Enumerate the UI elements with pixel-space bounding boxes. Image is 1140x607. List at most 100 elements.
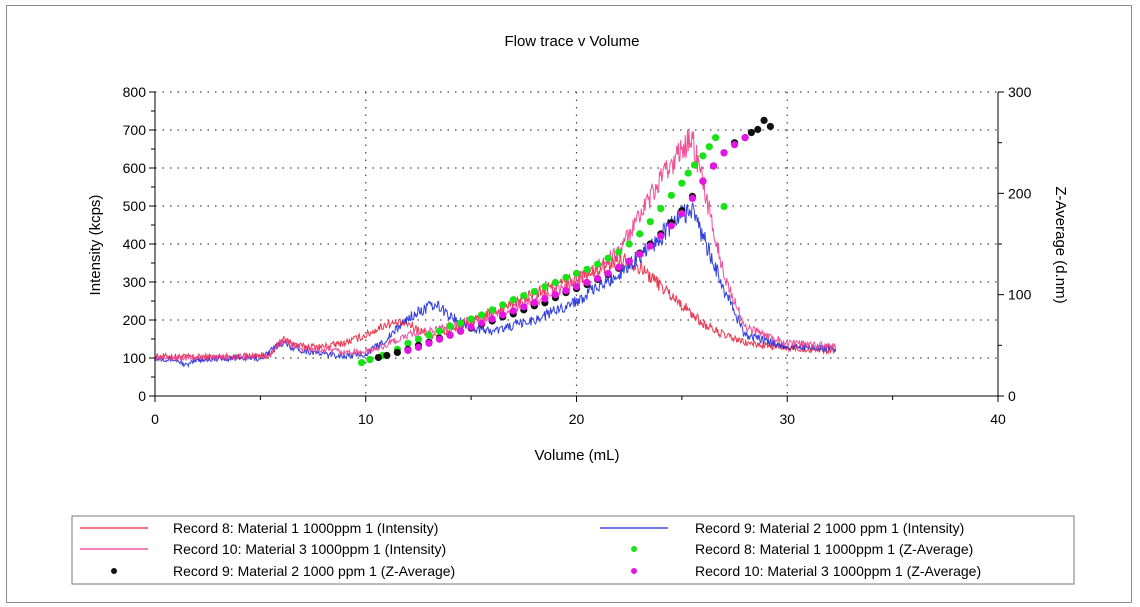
y-right-tick-label: 200 (1008, 185, 1032, 201)
x-tick-label: 20 (569, 411, 585, 427)
y-left-tick-label: 400 (123, 236, 147, 252)
z-average-point (688, 194, 697, 202)
z-average-point (467, 323, 475, 331)
z-average-point (383, 351, 391, 360)
z-average-point (499, 311, 507, 319)
y-right-tick-label: 0 (1008, 388, 1016, 404)
z-average-point (520, 303, 528, 311)
z-average-point (678, 210, 686, 218)
z-average-point (625, 240, 633, 248)
legend-dot-swatch (631, 546, 637, 552)
y-right-tick-label: 300 (1008, 84, 1032, 100)
legend-dot-swatch (631, 568, 637, 574)
z-average-point (425, 339, 433, 347)
z-average-point (699, 177, 707, 185)
z-average-point (530, 299, 538, 307)
z-average-point (467, 315, 475, 323)
z-average-point (478, 311, 486, 319)
z-average-point (741, 134, 749, 142)
z-average-point (667, 222, 675, 230)
y-left-tick-label: 200 (123, 312, 147, 328)
z-average-point (615, 263, 623, 271)
z-average-point (684, 169, 692, 177)
z-average-point (760, 116, 768, 124)
y-left-tick-label: 600 (123, 160, 147, 176)
z-average-point (754, 125, 762, 134)
z-average-point (711, 134, 720, 142)
x-tick-label: 30 (779, 411, 795, 427)
z-average-point (488, 315, 496, 323)
z-average-point (509, 296, 517, 304)
chart-title: Flow trace v Volume (504, 33, 639, 50)
z-average-point (636, 250, 644, 258)
z-average-point (690, 161, 699, 169)
legend-label: Record 9: Material 2 1000 ppm 1 (Z-Avera… (173, 563, 455, 579)
z-average-point (366, 355, 374, 364)
z-average-point (593, 260, 602, 268)
grid-lines (155, 91, 998, 396)
z-average-point (720, 202, 728, 211)
z-average-point (657, 204, 665, 213)
z-average-point (551, 291, 560, 299)
z-average-point (720, 149, 728, 157)
y-left-tick-label: 700 (123, 122, 147, 138)
z-average-point (604, 269, 612, 277)
y-left-tick-label: 800 (123, 84, 147, 100)
legend-label: Record 9: Material 2 1000 ppm 1 (Intensi… (695, 520, 964, 536)
z-average-point (478, 319, 486, 327)
legend-label: Record 10: Material 3 1000ppm 1 (Intensi… (173, 541, 446, 557)
z-average-point (678, 179, 686, 187)
z-average-point (446, 322, 454, 330)
intensity-trace (154, 128, 837, 363)
z-average-point (709, 162, 718, 170)
z-average-point (646, 218, 654, 226)
z-average-point (636, 230, 644, 238)
z-average-point (615, 248, 623, 256)
z-average-point (435, 335, 444, 343)
z-average-point (667, 191, 675, 199)
x-tick-label: 10 (358, 411, 374, 427)
z-average-point (572, 269, 581, 277)
z-average-point (425, 331, 433, 339)
z-average-point (435, 327, 444, 335)
z-average-point (393, 348, 401, 357)
z-average-point (509, 307, 517, 315)
y-axis-right-title: Z-Average (d.nm) (1052, 186, 1069, 303)
z-average-point (404, 339, 412, 347)
legend-box (71, 515, 1075, 585)
z-average-point (551, 278, 560, 287)
x-tick-label: 0 (151, 411, 159, 427)
z-average-point (766, 122, 774, 131)
y-axis-left-title: Intensity (kcps) (87, 195, 104, 296)
z-average-point (541, 282, 549, 291)
y-left-tick-label: 0 (138, 388, 146, 404)
z-average-point (414, 343, 423, 351)
z-average-point (446, 331, 454, 339)
z-average-point (456, 327, 465, 335)
z-average-point (747, 128, 756, 137)
z-average-point (625, 257, 633, 265)
legend-label: Record 10: Material 3 1000ppm 1 (Z-Avera… (695, 563, 981, 579)
legend: Record 8: Material 1 1000ppm 1 (Intensit… (71, 515, 1075, 585)
z-average-point (488, 306, 496, 314)
legend-label: Record 8: Material 1 1000ppm 1 (Intensit… (173, 520, 438, 536)
plot-series (154, 116, 837, 369)
z-average-point (572, 282, 581, 291)
legend-label: Record 8: Material 1 1000ppm 1 (Z-Averag… (695, 541, 973, 557)
z-average-point (730, 141, 739, 149)
z-average-point (520, 292, 528, 300)
z-average-point (541, 295, 549, 303)
y-left-tick-label: 100 (123, 350, 147, 366)
z-average-point (646, 242, 654, 250)
z-average-point (583, 278, 591, 287)
z-average-point (562, 273, 570, 282)
z-average-point (357, 358, 366, 367)
z-average-point (593, 274, 602, 283)
z-average-point (374, 353, 382, 362)
z-average-point (456, 319, 465, 327)
z-average-point (699, 152, 707, 160)
axes: 0 10 20 30 400100200300400500600700800010020… (123, 84, 1032, 427)
intensity-trace (154, 252, 837, 362)
legend-dot-swatch (111, 568, 117, 574)
